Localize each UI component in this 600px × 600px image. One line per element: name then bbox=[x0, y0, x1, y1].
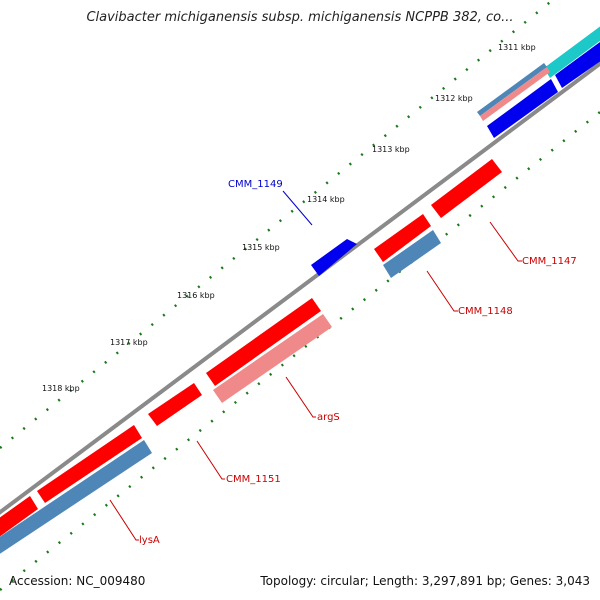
gene-label-cmm-1148[interactable]: CMM_1148 bbox=[458, 306, 513, 317]
leader-lysA bbox=[109, 499, 139, 541]
accession-text: Accession: NC_009480 bbox=[9, 574, 146, 588]
leader-cmm-1147 bbox=[489, 221, 522, 262]
gene-lysA-upper[interactable] bbox=[37, 425, 142, 503]
gene-label-argS[interactable]: argS bbox=[317, 412, 340, 423]
tick-label-1311: 1311 kbp bbox=[498, 43, 536, 52]
gene-left-red[interactable] bbox=[0, 496, 38, 540]
leader-cmm-1148 bbox=[426, 270, 458, 312]
gene-block-steel[interactable] bbox=[477, 63, 547, 116]
gene-cmm-1149[interactable] bbox=[311, 239, 357, 276]
gene-cmm-1151[interactable] bbox=[148, 383, 202, 426]
gene-label-cmm-1151[interactable]: CMM_1151 bbox=[226, 474, 281, 485]
gene-block-pink[interactable] bbox=[480, 67, 550, 121]
gene-label-cmm-1147[interactable]: CMM_1147 bbox=[522, 256, 577, 267]
gene-cmm-1147-part[interactable] bbox=[374, 214, 431, 262]
gene-argS-upper[interactable] bbox=[206, 298, 321, 386]
leader-cmm-1149 bbox=[282, 190, 313, 226]
map-title: Clavibacter michiganensis subsp. michiga… bbox=[86, 10, 514, 25]
gene-block-blue-upper[interactable] bbox=[555, 42, 600, 88]
gene-cmm-1147[interactable] bbox=[431, 159, 502, 218]
tick-label-1312: 1312 kbp bbox=[435, 94, 473, 103]
gene-argS[interactable] bbox=[213, 314, 332, 403]
genome-backbone bbox=[0, 61, 600, 515]
leader-cmm-1151 bbox=[196, 440, 225, 480]
outer-dotted-ring bbox=[0, 0, 555, 449]
gene-block-blue-mid[interactable] bbox=[487, 79, 558, 138]
genome-summary-text: Topology: circular; Length: 3,297,891 bp… bbox=[260, 574, 590, 588]
gene-label-cmm-1149[interactable]: CMM_1149 bbox=[228, 179, 283, 190]
tick-label-1317: 1317 kbp bbox=[110, 338, 148, 347]
tick-label-1313: 1313 kbp bbox=[372, 145, 410, 154]
tick-label-1314: 1314 kbp bbox=[307, 195, 345, 204]
gene-block-cyan[interactable] bbox=[544, 25, 600, 78]
gene-label-lysA[interactable]: lysA bbox=[139, 535, 160, 546]
gene-lysA[interactable] bbox=[0, 440, 152, 557]
inner-dotted-ring bbox=[0, 111, 600, 591]
tick-label-1315: 1315 kbp bbox=[242, 243, 280, 252]
gene-cmm-1148[interactable] bbox=[383, 230, 441, 278]
tick-label-1316: 1316 kbp bbox=[177, 291, 215, 300]
leader-argS bbox=[285, 376, 316, 418]
tick-label-1318: 1318 kbp bbox=[42, 384, 80, 393]
